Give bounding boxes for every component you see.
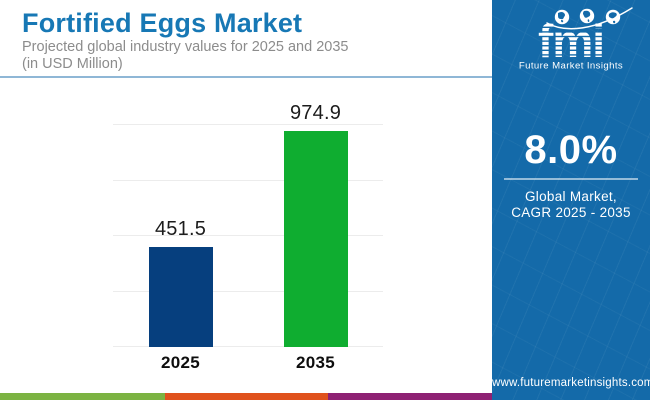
brand-panel: fmi Future Market Insights 8.0% Global M…: [492, 0, 650, 400]
swoosh-orbit-icon: [546, 7, 633, 30]
header-divider: [0, 76, 492, 78]
footer-strip-purple: [328, 393, 492, 400]
bar-2025: [148, 246, 213, 347]
fmi-logo: fmi Future Market Insights: [503, 5, 637, 72]
header: Fortified Eggs Market Projected global i…: [22, 7, 482, 72]
cagr-value: 8.0%: [524, 128, 618, 172]
x-axis-labels: 2025 2035: [113, 353, 383, 373]
cagr-divider: [504, 178, 638, 180]
globe-americas-icon: [554, 9, 570, 25]
footer-strip-green: [0, 393, 165, 400]
website-url: www.futuremarketinsights.com: [492, 377, 650, 389]
logo-caption: Future Market Insights: [519, 61, 623, 72]
logo-wordmark: fmi: [538, 15, 604, 67]
bar-value-label-2025: 451.5: [154, 217, 207, 240]
cagr-block: 8.0% Global Market, CAGR 2025 - 2035: [492, 128, 650, 221]
bar-2035: [283, 130, 348, 347]
bar-chart-plot-area: 451.5 974.9: [113, 102, 383, 347]
subtitle-line-2: (in USD Million): [22, 55, 123, 72]
cagr-caption-line-2: CAGR 2025 - 2035: [511, 205, 631, 220]
cagr-caption-line-1: Global Market,: [525, 189, 617, 204]
x-axis-label-2025: 2025: [160, 353, 201, 372]
footer-strip-orange: [165, 393, 328, 400]
globe-asia-icon: [605, 9, 621, 25]
bars: 451.5 974.9: [113, 85, 383, 347]
bar-group-2035: 974.9: [248, 85, 383, 347]
bar-value-label-2035: 974.9: [289, 101, 342, 124]
subtitle-line-1: Projected global industry values for 202…: [22, 39, 349, 55]
page-title: Fortified Eggs Market: [22, 8, 303, 38]
bar-group-2025: 451.5: [113, 85, 248, 347]
globe-europe-africa-icon: [579, 8, 595, 24]
x-axis-label-2035: 2035: [295, 353, 336, 372]
